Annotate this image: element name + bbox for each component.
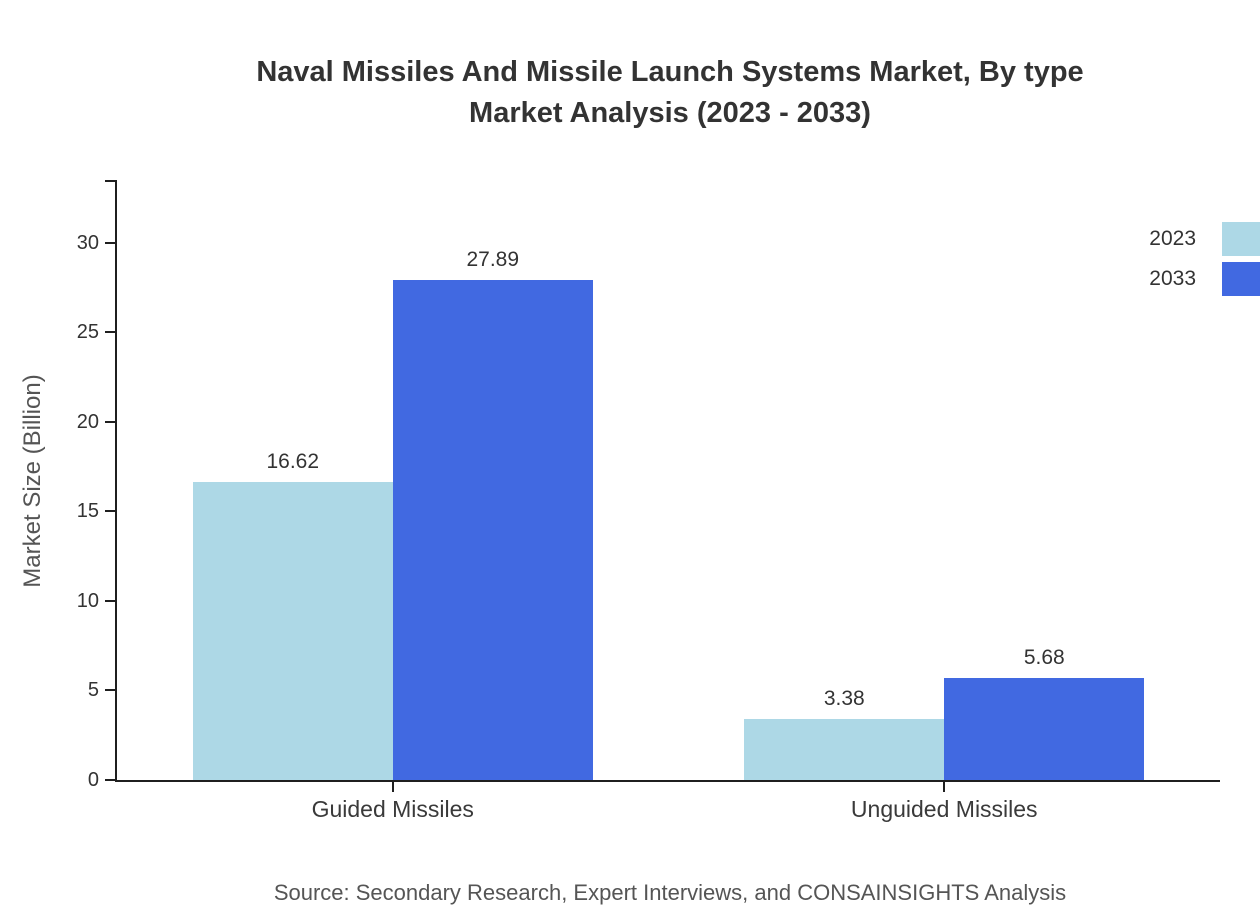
bar-value-label: 16.62 xyxy=(266,450,320,474)
bar-2023-guided-missiles: 16.62 xyxy=(192,450,393,780)
x-tick-mark xyxy=(391,782,394,792)
y-tick-mark xyxy=(105,331,115,334)
y-tick-label: 10 xyxy=(76,589,99,612)
bar-2033-guided-missiles: 27.89 xyxy=(392,248,593,780)
source-text: Source: Secondary Research, Expert Inter… xyxy=(273,880,1067,905)
y-tick-mark xyxy=(105,779,115,781)
bar-value-label: 5.68 xyxy=(1023,646,1065,670)
y-tick-mark xyxy=(105,241,115,244)
y-axis-end-tick xyxy=(105,180,115,182)
chart-title-line2: Market Analysis (2023 - 2033) xyxy=(469,97,871,129)
y-tick-label: 30 xyxy=(76,231,99,254)
y-tick-label: 5 xyxy=(87,679,99,702)
y-tick-label: 20 xyxy=(76,410,99,433)
plot-area: 0 5 10 15 20 25 30 16.62 27.89 3.38 5.68 Guided M… xyxy=(77,180,1220,822)
bar-2033-unguided-missiles: 5.68 xyxy=(944,646,1145,780)
x-tick-mark xyxy=(943,782,946,792)
y-tick-label: 25 xyxy=(76,321,99,344)
x-tick-label: Unguided Missiles xyxy=(850,796,1038,822)
bar-value-label: 27.89 xyxy=(466,248,520,272)
legend-label: 2023 xyxy=(1149,227,1196,250)
y-tick-label: 0 xyxy=(87,769,99,791)
bar-2023-unguided-missiles: 3.38 xyxy=(744,687,945,780)
y-tick-label: 15 xyxy=(76,500,99,523)
legend-item-2023: 2023 xyxy=(1149,222,1260,256)
category-group-unguided-missiles: 3.38 5.68 xyxy=(669,180,1221,780)
y-tick-mark xyxy=(105,689,115,692)
x-tick-label: Guided Missiles xyxy=(311,796,474,822)
legend-swatch-2033 xyxy=(1222,262,1260,296)
y-tick-mark xyxy=(105,510,115,513)
legend-swatch-2023 xyxy=(1222,222,1260,256)
y-tick-mark xyxy=(105,599,115,602)
bars-layer: 16.62 27.89 3.38 5.68 xyxy=(117,180,1220,780)
chart-title: Naval Missiles And Missile Launch System… xyxy=(80,52,1260,134)
chart-title-line1: Naval Missiles And Missile Launch System… xyxy=(256,56,1084,88)
y-axis-label: Market Size (Billion) xyxy=(19,374,46,588)
legend-label: 2033 xyxy=(1149,267,1196,290)
y-tick-mark xyxy=(105,420,115,423)
legend-item-2033: 2033 xyxy=(1149,262,1260,296)
legend: 2023 2033 xyxy=(1149,222,1260,296)
category-group-guided-missiles: 16.62 27.89 xyxy=(117,180,669,780)
bar-value-label: 3.38 xyxy=(823,687,865,711)
